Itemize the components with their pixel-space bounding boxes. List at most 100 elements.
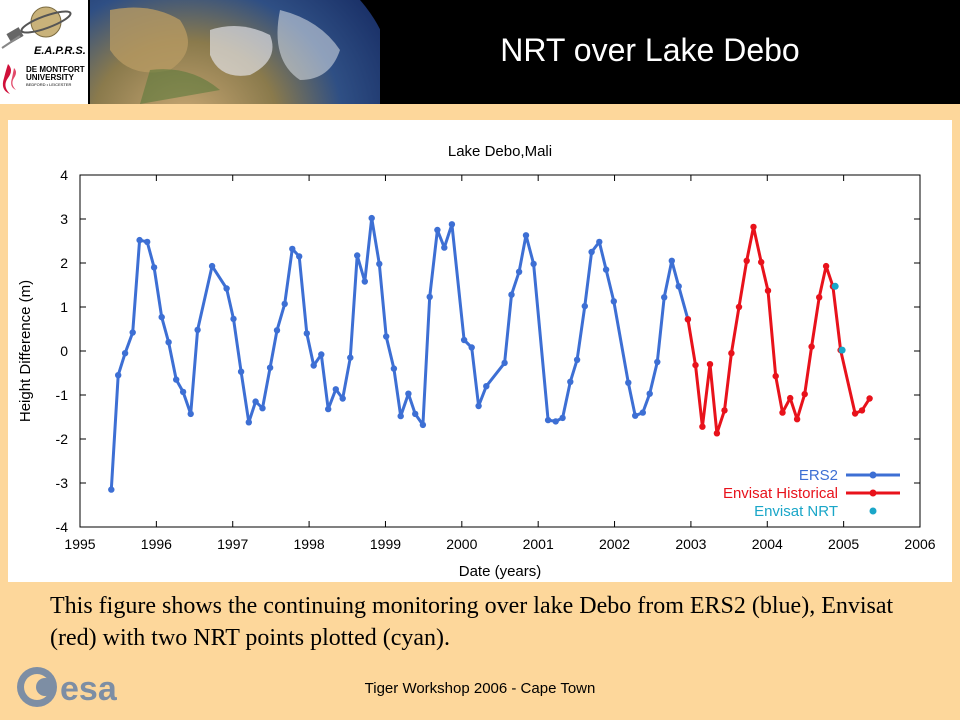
- y-tick-label: -4: [56, 519, 69, 535]
- data-point: [581, 302, 588, 310]
- series-line-envisat-historical: [686, 225, 871, 435]
- legend-marker: [869, 471, 877, 479]
- data-point: [501, 359, 508, 367]
- data-point: [866, 395, 873, 402]
- data-point: [544, 416, 552, 424]
- data-point: [515, 268, 523, 275]
- data-point: [165, 339, 172, 346]
- data-point: [158, 313, 165, 321]
- chart-title: Lake Debo,Mali: [448, 143, 552, 160]
- x-tick-label: 2004: [752, 536, 783, 552]
- esa-logo-text: esa: [60, 670, 118, 708]
- data-point: [851, 410, 859, 417]
- data-point: [475, 402, 482, 410]
- data-point: [530, 260, 537, 268]
- data-point: [573, 356, 581, 363]
- data-point: [303, 330, 310, 337]
- university-line-2: UNIVERSITY: [26, 73, 75, 82]
- legend-marker: [869, 507, 877, 515]
- data-point: [764, 287, 772, 294]
- data-point: [361, 278, 368, 285]
- x-tick-label: 2001: [523, 536, 554, 552]
- earth-image-icon: [90, 0, 380, 104]
- data-point: [625, 379, 632, 386]
- data-point: [793, 416, 801, 423]
- data-point: [434, 226, 441, 234]
- data-point: [347, 354, 354, 361]
- data-point: [646, 390, 653, 397]
- eaprs-logo-text: E.A.P.R.S.: [34, 45, 86, 57]
- data-point: [179, 388, 187, 396]
- data-point: [237, 368, 245, 375]
- data-point: [801, 390, 808, 398]
- data-point: [273, 327, 281, 334]
- data-point: [252, 398, 259, 405]
- data-point: [136, 236, 143, 244]
- data-point: [332, 386, 339, 393]
- x-tick-label: 2006: [904, 536, 935, 552]
- y-tick-label: -2: [56, 431, 69, 447]
- data-point: [692, 361, 699, 369]
- data-point: [661, 294, 668, 301]
- data-point: [728, 350, 735, 357]
- data-point: [310, 362, 317, 369]
- data-point: [390, 365, 398, 372]
- data-point: [115, 372, 122, 379]
- data-point: [758, 258, 765, 266]
- university-subline: BEDFORD • LEICESTER: [26, 82, 72, 87]
- data-point: [245, 419, 252, 426]
- legend-label: ERS2: [799, 467, 838, 484]
- data-point: [567, 378, 574, 385]
- data-point: [522, 232, 530, 239]
- data-point: [858, 407, 866, 414]
- data-point: [684, 316, 692, 323]
- esa-logo-icon: esa: [17, 667, 118, 708]
- data-point: [223, 285, 230, 292]
- x-tick-label: 1999: [370, 536, 401, 552]
- data-point: [483, 383, 490, 390]
- data-point: [187, 410, 194, 418]
- plot-frame: [79, 174, 921, 528]
- page-title: NRT over Lake Debo: [500, 32, 800, 68]
- data-point: [787, 394, 794, 402]
- data-point: [281, 300, 288, 308]
- data-point: [121, 350, 129, 357]
- header-banner: E.A.P.R.S. DE MONTFORT UNIVERSITY BEDFOR…: [0, 0, 960, 104]
- data-point: [675, 283, 682, 290]
- data-point: [368, 214, 375, 222]
- data-point: [129, 329, 136, 336]
- data-point: [602, 266, 610, 273]
- data-point: [230, 315, 237, 323]
- x-tick-label: 1998: [294, 536, 325, 552]
- data-point: [448, 221, 456, 228]
- data-point: [721, 407, 728, 414]
- data-point: [552, 418, 559, 425]
- university-logo-text: DE MONTFORT UNIVERSITY BEDFORD • LEICEST…: [26, 66, 86, 88]
- y-tick-label: -3: [56, 475, 69, 491]
- x-tick-label: 2005: [828, 536, 859, 552]
- data-point: [376, 260, 383, 268]
- x-tick-label: 1996: [141, 536, 172, 552]
- logo-panel: E.A.P.R.S. DE MONTFORT UNIVERSITY BEDFOR…: [0, 0, 88, 104]
- data-point: [559, 414, 566, 422]
- y-axis-label: Height Difference (m): [17, 280, 34, 422]
- data-point: [266, 364, 274, 371]
- series-line-ers2: [109, 216, 690, 490]
- data-point: [150, 264, 158, 271]
- data-point: [194, 326, 201, 334]
- data-point: [405, 390, 412, 397]
- series-envisat-nrt: [831, 282, 846, 354]
- data-point: [339, 395, 346, 402]
- data-point: [412, 410, 419, 418]
- legend-label: Envisat NRT: [754, 503, 838, 520]
- series-envisat-historical: [684, 223, 873, 437]
- legend-label: Envisat Historical: [723, 485, 838, 502]
- data-point: [750, 223, 757, 231]
- y-tick-label: 0: [60, 343, 68, 359]
- data-point: [735, 303, 743, 311]
- y-tick-label: 3: [60, 211, 68, 227]
- data-point: [468, 344, 475, 351]
- data-point: [419, 421, 427, 429]
- data-point: [668, 257, 675, 264]
- data-point: [639, 409, 646, 416]
